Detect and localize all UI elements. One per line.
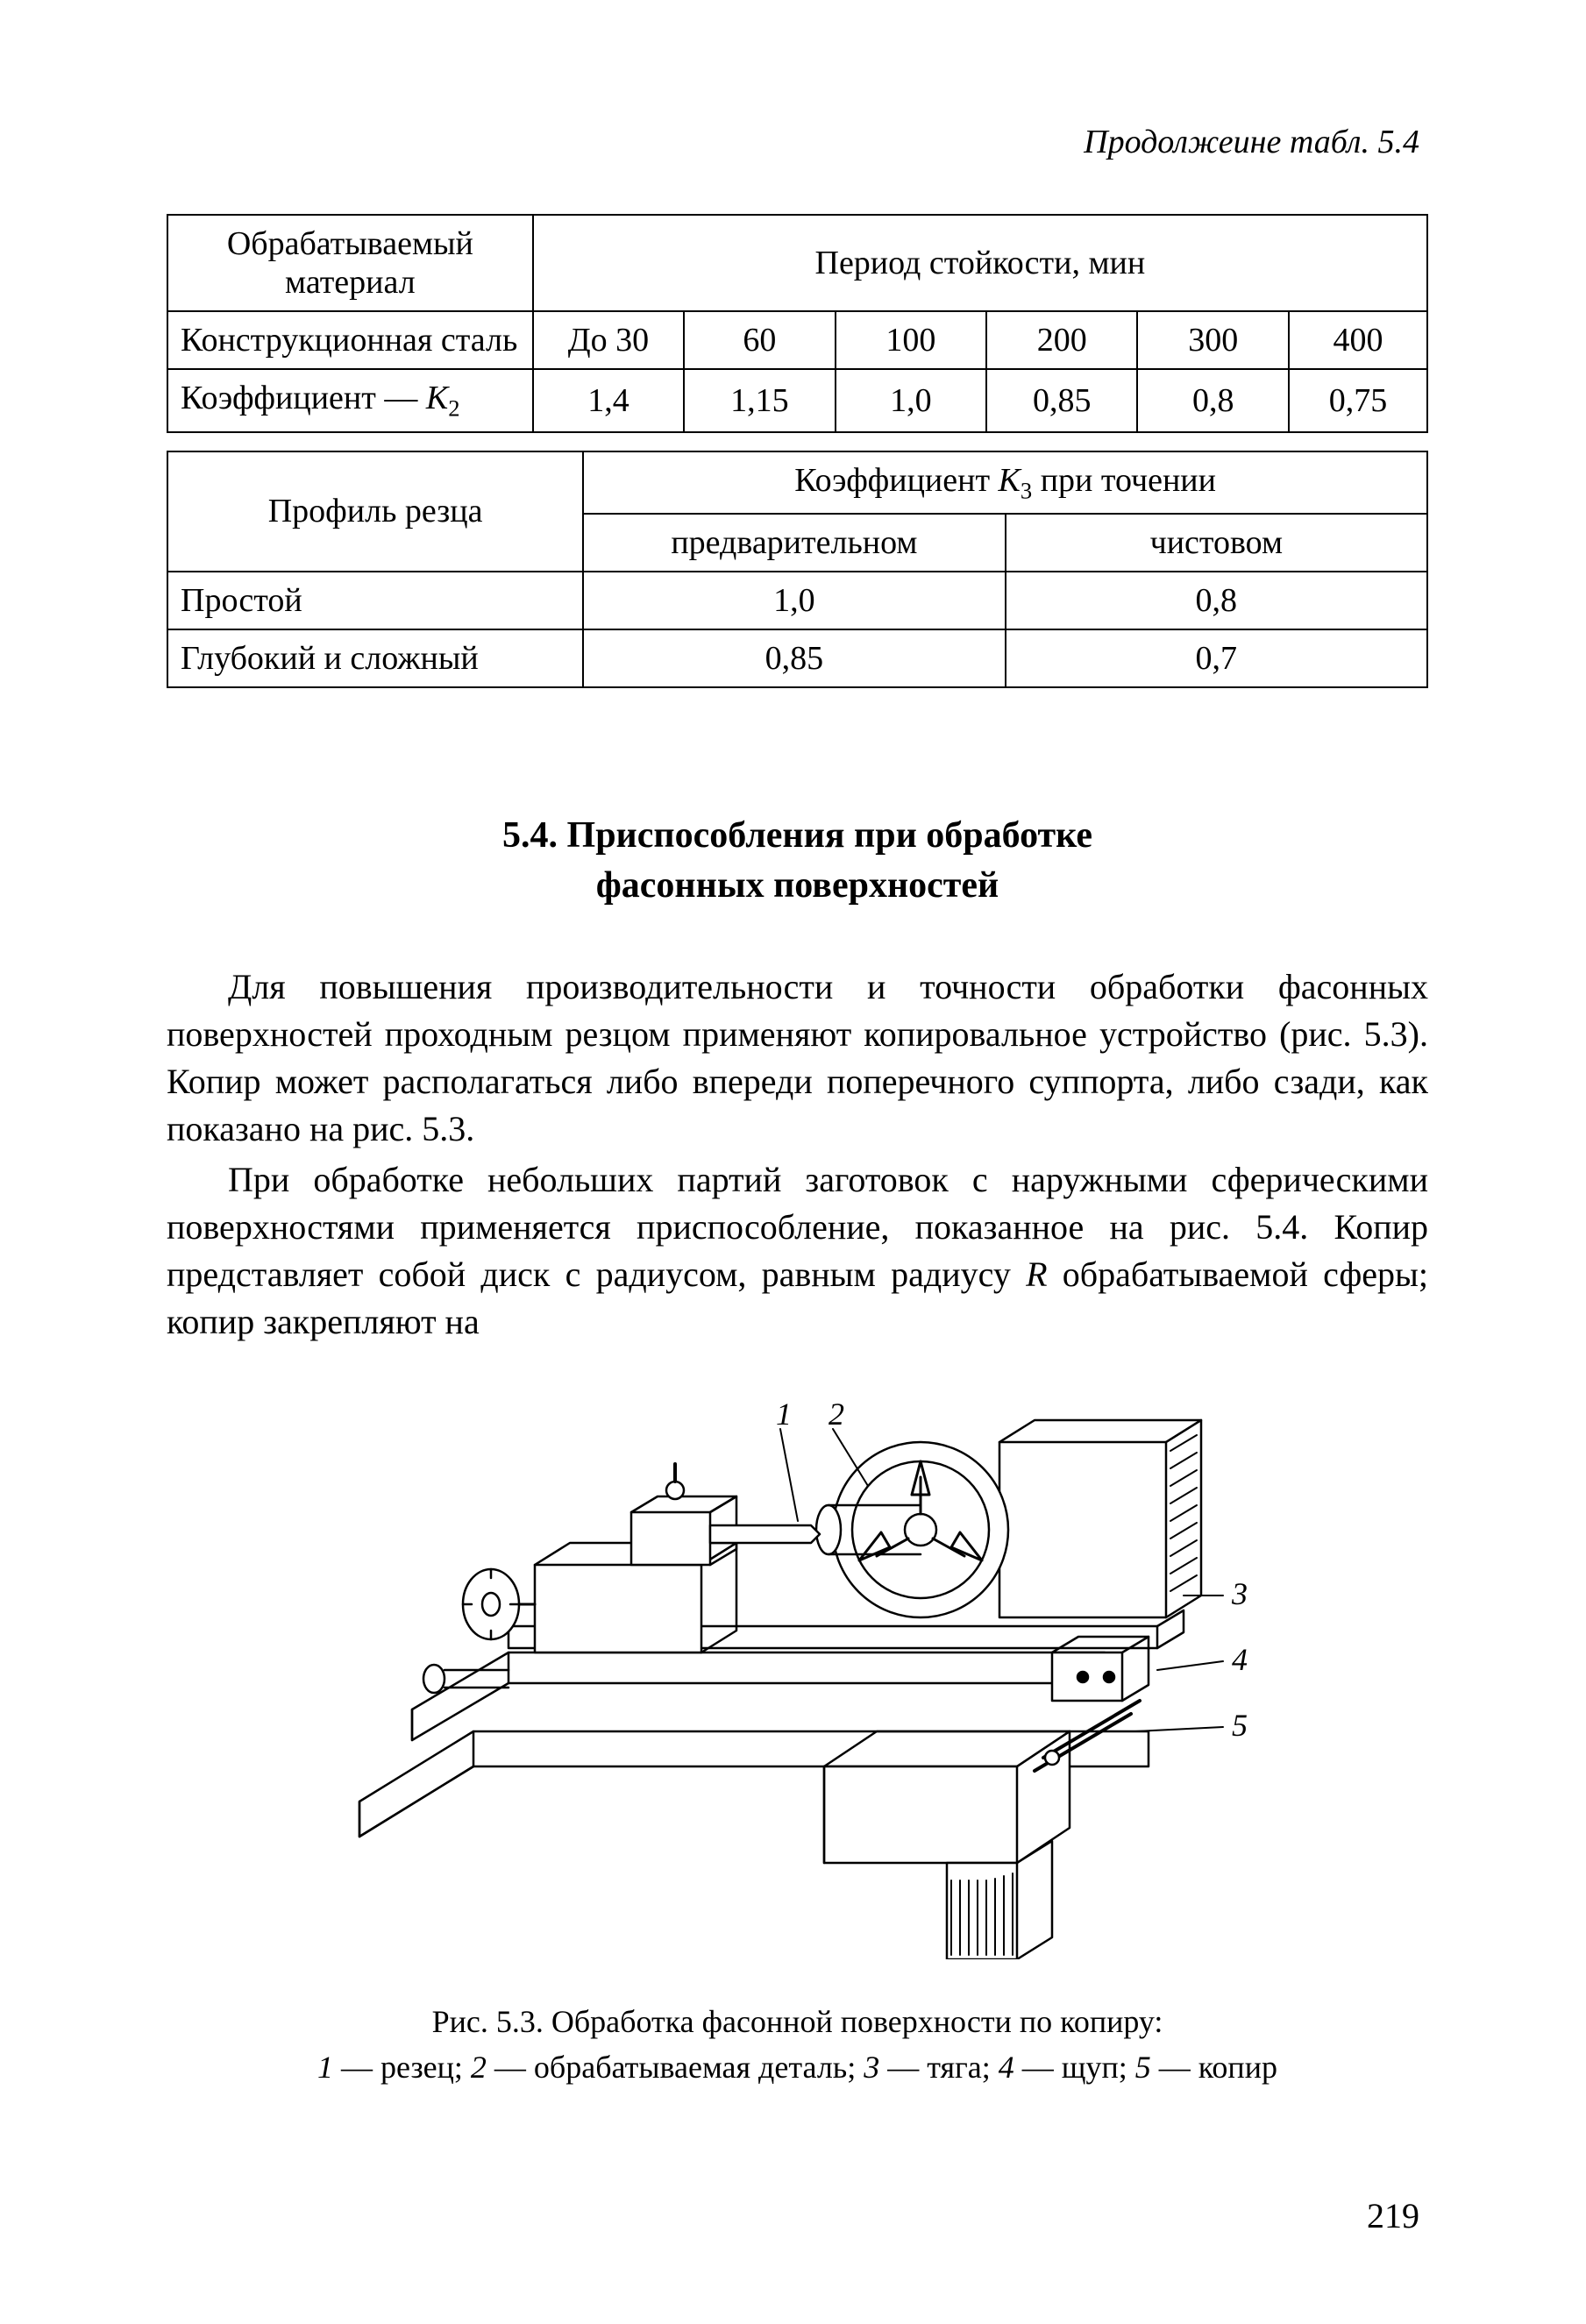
table-cell: До 30 (533, 311, 684, 369)
k3-header: Коэффициент K3 при точении (583, 451, 1427, 515)
table-row: Обрабатываемый материал Период стойкости… (167, 215, 1427, 311)
table-cell: 1,0 (836, 369, 986, 432)
k3-suffix: при точении (1032, 462, 1216, 499)
table-cell: 100 (836, 311, 986, 369)
table-row: Профиль резца Коэффициент K3 при точении (167, 451, 1427, 515)
para2-r-symbol: R (1026, 1254, 1047, 1294)
table-cell: 60 (684, 311, 835, 369)
caption-title: Рис. 5.3. Обработка фасонной поверхности… (167, 1999, 1428, 2044)
legend-t4: — щуп; (1014, 2050, 1135, 2085)
table-cell: 1,0 (583, 572, 1005, 629)
heading-line2: фасонных поверхностей (596, 865, 999, 906)
profile-complex: Глубокий и сложный (167, 629, 583, 687)
k3-prefix: Коэффициент (794, 462, 998, 499)
legend-n4: 4 (999, 2050, 1014, 2085)
lathe-diagram: 1 2 3 4 5 (333, 1389, 1262, 1959)
legend-t5: — копир (1151, 2050, 1277, 2085)
table-cell: 1,4 (533, 369, 684, 432)
section-heading: 5.4. Приспособления при обработке фасонн… (167, 811, 1428, 910)
paragraph-1: Для повышения производительности и точно… (167, 963, 1428, 1153)
figure-label-3: 3 (1231, 1576, 1248, 1611)
coefficient-prefix: Коэффициент — (181, 380, 426, 416)
table-row: Конструкционная сталь До 30 60 100 200 3… (167, 311, 1427, 369)
finish-label: чистовом (1006, 514, 1427, 572)
figure-label-5: 5 (1232, 1708, 1248, 1743)
table-row: Глубокий и сложный 0,85 0,7 (167, 629, 1427, 687)
legend-n3: 3 (864, 2050, 879, 2085)
table-cell: 0,8 (1137, 369, 1288, 432)
table-cell: 0,85 (986, 369, 1137, 432)
legend-n2: 2 (471, 2050, 487, 2085)
material-label: Конструкционная сталь (167, 311, 533, 369)
legend-t1: — резец; (333, 2050, 471, 2085)
material-header: Обрабатываемый материал (167, 215, 533, 311)
k3-sub: 3 (1021, 477, 1032, 503)
coefficient-k2-table: Обрабатываемый материал Период стойкости… (167, 214, 1428, 433)
figure-caption: Рис. 5.3. Обработка фасонной поверхности… (167, 1999, 1428, 2090)
figure-label-4: 4 (1232, 1642, 1248, 1677)
figure-label-2: 2 (829, 1397, 844, 1432)
profile-simple: Простой (167, 572, 583, 629)
page-container: Продолжеине табл. 5.4 Обрабатываемый мат… (0, 0, 1586, 2324)
table-row: Простой 1,0 0,8 (167, 572, 1427, 629)
profile-header: Профиль резца (167, 451, 583, 572)
legend-t3: — тяга; (879, 2050, 999, 2085)
figure-label-1: 1 (776, 1397, 792, 1432)
heading-line1: 5.4. Приспособления при обработке (502, 815, 1092, 856)
page-number: 219 (1367, 2195, 1419, 2236)
durability-period-header: Период стойкости, мин (533, 215, 1427, 311)
k3-symbol: K (999, 462, 1021, 499)
k-symbol: K (426, 380, 448, 416)
coefficient-label: Коэффициент — K2 (167, 369, 533, 432)
paragraph-2: При обработке небольших партий заготовок… (167, 1156, 1428, 1346)
table-cell: 0,75 (1289, 369, 1427, 432)
table-cell: 0,85 (583, 629, 1005, 687)
figure-5-3: 1 2 3 4 5 (167, 1389, 1428, 1964)
table-cell: 200 (986, 311, 1137, 369)
caption-legend: 1 — резец; 2 — обрабатываемая деталь; 3 … (167, 2044, 1428, 2090)
table-continuation-note: Продолжеине табл. 5.4 (167, 123, 1428, 161)
k-sub: 2 (448, 395, 459, 422)
preliminary-label: предварительном (583, 514, 1005, 572)
table-cell: 300 (1137, 311, 1288, 369)
table-cell: 1,15 (684, 369, 835, 432)
table-row: Коэффициент — K2 1,4 1,15 1,0 0,85 0,8 0… (167, 369, 1427, 432)
coefficient-k3-table: Профиль резца Коэффициент K3 при точении… (167, 451, 1428, 689)
table-cell: 0,8 (1006, 572, 1427, 629)
legend-n5: 5 (1135, 2050, 1151, 2085)
legend-t2: — обрабатываемая деталь; (487, 2050, 864, 2085)
legend-n1: 1 (317, 2050, 333, 2085)
table-cell: 0,7 (1006, 629, 1427, 687)
table-cell: 400 (1289, 311, 1427, 369)
